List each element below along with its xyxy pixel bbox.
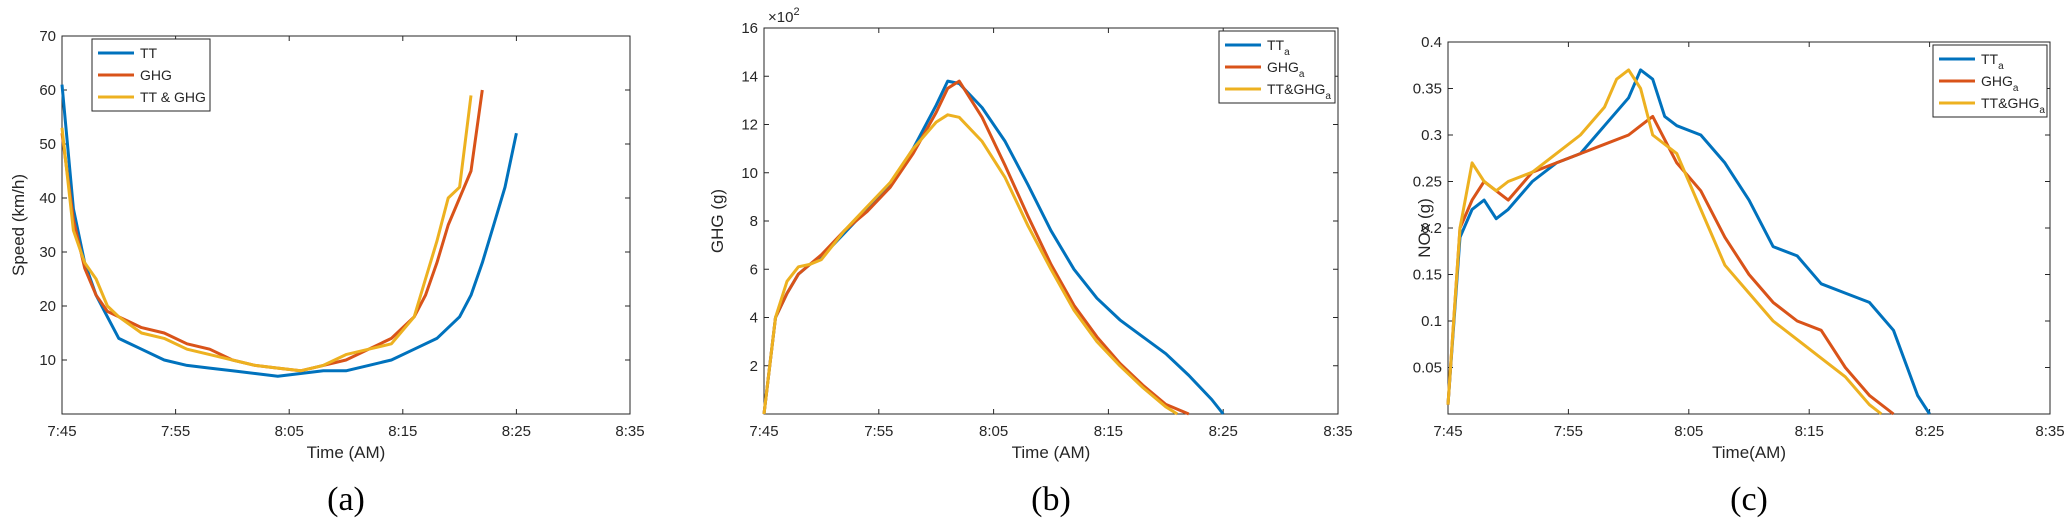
y-tick-label: 40: [39, 190, 56, 207]
legend: TT GHG TT & GHG: [91, 38, 211, 112]
y-tick-label: 2: [750, 358, 758, 375]
x-tick-label: 7:55: [864, 423, 893, 440]
x-tick-label: 8:25: [1915, 423, 1944, 440]
y-tick-label: 70: [39, 28, 56, 45]
y-tick-label: 4: [750, 310, 758, 327]
x-tick-label: 7:55: [161, 423, 190, 440]
x-tick-label: 8:15: [1094, 423, 1123, 440]
x-axis-label: Time (AM): [307, 443, 386, 462]
y-tick-label: 14: [741, 68, 758, 85]
y-tick-label: 6: [750, 261, 758, 278]
series-line-3: [1446, 68, 1883, 416]
y-tick-label: 8: [750, 213, 758, 230]
x-tick-label: 7:45: [749, 423, 778, 440]
legend-entry: TT & GHG: [140, 89, 206, 105]
chart-panel-2: 7:45 7:55 8:05 8:15 8:25 8:35 2 4 6 8 10 12 14 16 ×102…: [708, 6, 1353, 518]
y-axis-label: NOx (g): [1415, 198, 1434, 258]
y-tick-label: 0.3: [1421, 127, 1442, 144]
chart-panel-3: 7:45 7:55 8:05 8:15 8:25 8:35 0.05 0.1 0.15 0.2 0.…: [1413, 34, 2065, 518]
y-tick-label: 10: [39, 352, 56, 369]
y-tick-label: 0.2: [1421, 220, 1442, 237]
y-tick-label: 0.1: [1421, 313, 1442, 330]
x-tick-label: 8:05: [275, 423, 304, 440]
x-tick-label: 7:45: [1433, 423, 1462, 440]
panel-caption: (c): [1730, 481, 1768, 518]
y-tick-label: 0.15: [1413, 267, 1442, 284]
chart-panel-1: 7:45 7:55 8:05 8:15 8:25 8:35 10 20 30 40 50 60 70 Ti…: [9, 28, 645, 518]
y-tick-label: 10: [741, 165, 758, 182]
x-tick-label: 8:35: [2035, 423, 2064, 440]
x-tick-label: 7:45: [47, 423, 76, 440]
y-axis-multiplier: ×102: [768, 6, 800, 26]
legend-entry: TT&GHGa: [1267, 81, 1331, 102]
legend-entry: TT: [140, 45, 158, 61]
legend-entry: GHGa: [1981, 73, 2019, 94]
y-tick-label: 50: [39, 136, 56, 153]
y-tick-label: 0.35: [1413, 81, 1442, 98]
x-tick-label: 8:15: [388, 423, 417, 440]
series-line-1: [1446, 68, 1931, 415]
x-tick-label: 8:25: [1209, 423, 1238, 440]
x-tick-label: 7:55: [1554, 423, 1583, 440]
y-tick-label: 20: [39, 298, 56, 315]
y-tick-label: 0.05: [1413, 360, 1442, 377]
series-line-2: [762, 79, 1190, 416]
x-axis-label: Time(AM): [1712, 443, 1786, 462]
legend-entry: GHG: [140, 67, 172, 83]
series-line-3: [762, 113, 1179, 416]
series-line-3: [60, 95, 473, 373]
y-tick-label: 60: [39, 82, 56, 99]
x-tick-label: 8:15: [1795, 423, 1824, 440]
x-axis-label: Time (AM): [1012, 443, 1091, 462]
y-axis-label: Speed (km/h): [9, 174, 28, 276]
y-tick-label: 16: [741, 20, 758, 37]
legend-entry: GHGa: [1267, 59, 1305, 80]
y-tick-label: 0.25: [1413, 174, 1442, 191]
y-axis-label: GHG (g): [708, 189, 727, 253]
y-tick-label: 12: [741, 117, 758, 134]
x-tick-label: 8:35: [1323, 423, 1352, 440]
x-tick-label: 8:05: [979, 423, 1008, 440]
panel-caption: (a): [327, 481, 365, 518]
x-tick-label: 8:35: [615, 423, 644, 440]
legend-entry: TT&GHGa: [1981, 95, 2045, 116]
y-tick-label: 0.4: [1421, 34, 1442, 51]
series-line-1: [60, 84, 518, 378]
panel-caption: (b): [1031, 481, 1071, 518]
x-tick-label: 8:25: [502, 423, 531, 440]
y-tick-label: 30: [39, 244, 56, 261]
x-tick-label: 8:05: [1674, 423, 1703, 440]
